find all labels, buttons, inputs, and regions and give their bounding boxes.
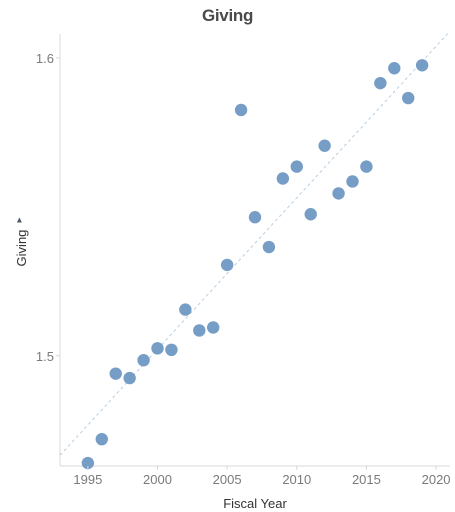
- sort-icon[interactable]: ▸: [14, 217, 25, 222]
- chart-title: Giving: [201, 6, 254, 25]
- data-point[interactable]: [109, 367, 122, 380]
- data-point[interactable]: [193, 324, 206, 337]
- data-point[interactable]: [137, 354, 150, 367]
- x-tick-label: 2010: [282, 472, 311, 487]
- data-point[interactable]: [402, 91, 415, 105]
- data-point[interactable]: [151, 342, 164, 355]
- x-tick-label: 2020: [422, 472, 451, 487]
- x-axis-title: Fiscal Year: [223, 496, 287, 511]
- x-tick-labels: 1995 2000 2005 2010 2015 2020: [73, 466, 451, 487]
- data-point[interactable]: [415, 59, 429, 72]
- data-point[interactable]: [318, 139, 331, 152]
- data-point[interactable]: [276, 172, 290, 185]
- data-point[interactable]: [262, 240, 276, 254]
- y-axis-title-group: Giving ▸: [14, 217, 29, 266]
- axes: [59, 34, 450, 467]
- data-point[interactable]: [248, 211, 262, 224]
- x-tick-label: 2005: [213, 472, 242, 487]
- data-point[interactable]: [179, 303, 192, 316]
- data-point[interactable]: [346, 175, 359, 188]
- data-point[interactable]: [207, 321, 220, 334]
- x-tick-label: 2015: [352, 472, 381, 487]
- data-point[interactable]: [165, 343, 178, 357]
- data-point[interactable]: [290, 160, 303, 173]
- y-tick-labels: 1.5 1.6: [36, 51, 60, 364]
- data-points: [81, 59, 429, 470]
- data-point[interactable]: [123, 371, 136, 385]
- data-point[interactable]: [388, 62, 401, 75]
- data-point[interactable]: [360, 160, 373, 173]
- x-tick-label: 1995: [73, 472, 102, 487]
- data-point[interactable]: [220, 258, 234, 272]
- data-point[interactable]: [95, 432, 108, 446]
- data-point[interactable]: [304, 208, 317, 221]
- data-point[interactable]: [234, 103, 248, 117]
- data-point[interactable]: [81, 456, 95, 470]
- y-tick-label: 1.6: [36, 51, 54, 66]
- x-tick-label: 2000: [143, 472, 172, 487]
- y-axis-title: Giving: [14, 230, 29, 267]
- data-point[interactable]: [332, 187, 345, 200]
- data-point[interactable]: [374, 76, 387, 90]
- y-tick-label: 1.5: [36, 349, 54, 364]
- trend-line: [59, 30, 451, 456]
